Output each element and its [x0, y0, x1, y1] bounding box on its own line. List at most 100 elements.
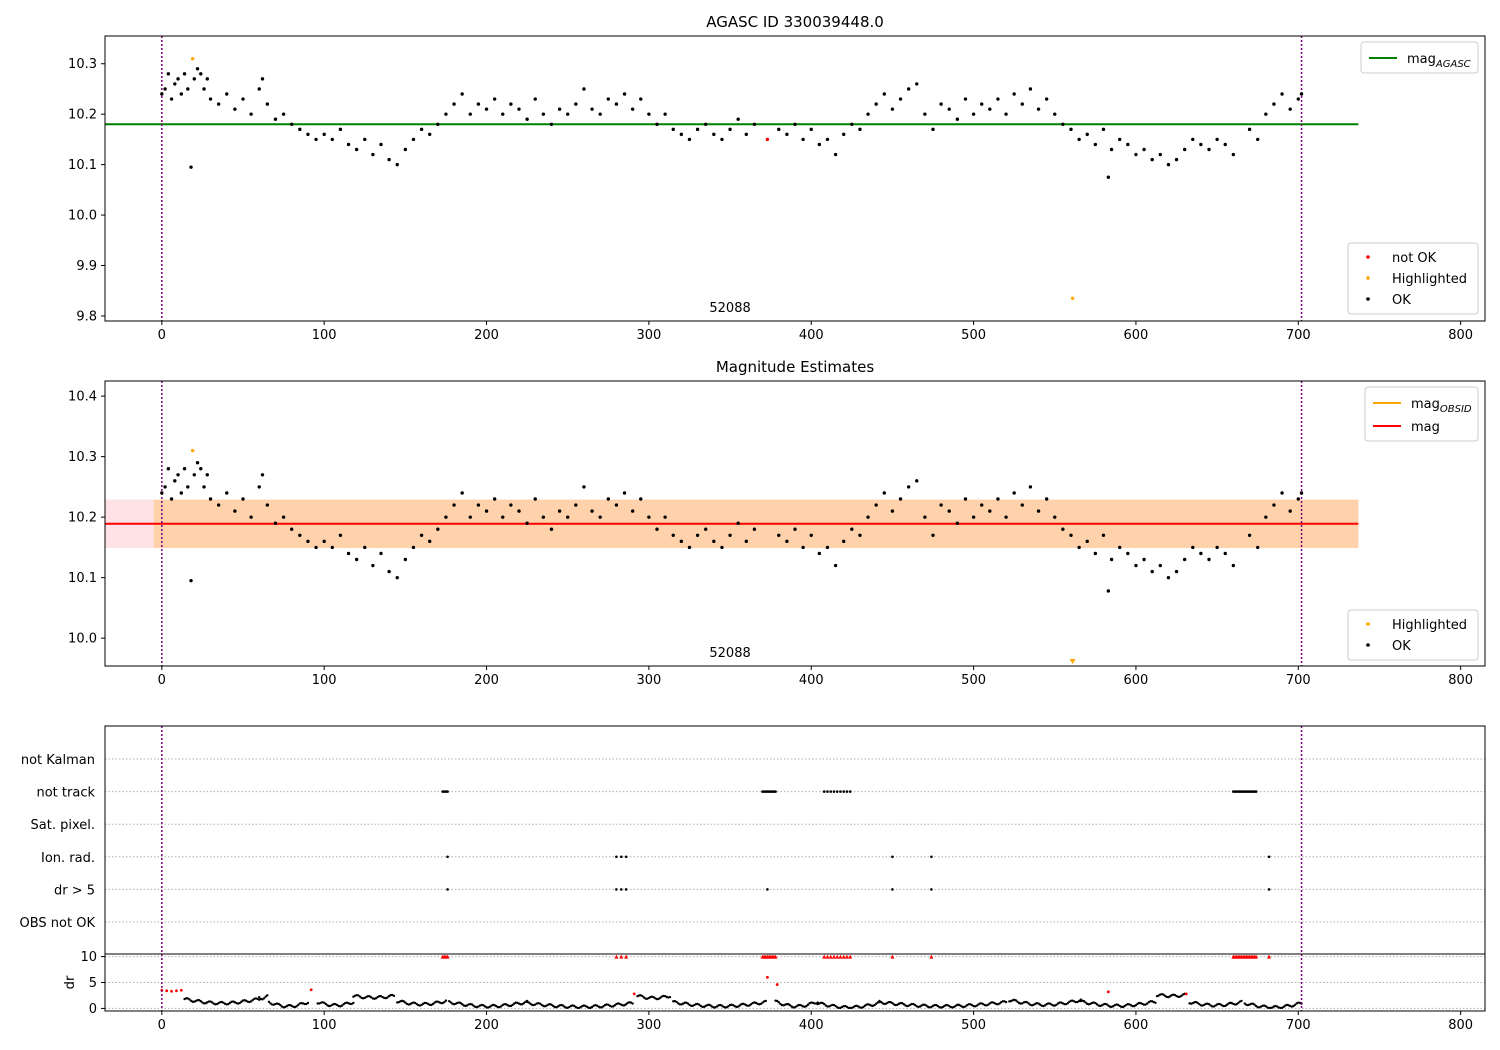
data-point-ok [639, 497, 643, 501]
dr-point [764, 999, 767, 1003]
data-point-ok [1223, 551, 1227, 556]
data-point-ok [923, 515, 927, 519]
flag-point [766, 888, 769, 891]
data-point-ok [1166, 575, 1171, 580]
dr-point [987, 1003, 990, 1006]
data-point-ok [241, 97, 245, 101]
data-point-ok [541, 515, 546, 519]
data-point-ok [655, 527, 659, 531]
data-point-ok [395, 575, 399, 580]
observation-id-label: 52088 [709, 646, 750, 661]
dr-point [975, 1004, 979, 1007]
dr-point [443, 1000, 446, 1004]
dr-point [1084, 1001, 1087, 1004]
data-point-ok [850, 527, 854, 531]
dr-point-not-ok [766, 975, 769, 979]
dr-point [675, 1000, 678, 1004]
data-point-ok [290, 122, 294, 126]
flag-point [446, 855, 449, 859]
data-point-ok [850, 122, 854, 126]
dr-capped-marker [624, 954, 629, 959]
data-point-ok [371, 563, 375, 568]
dr-point [527, 1001, 530, 1004]
data-point-ok [947, 509, 951, 513]
dr-capped-marker [848, 954, 853, 959]
data-point-highlighted [1070, 296, 1075, 301]
data-point-ok [346, 551, 351, 556]
data-point-ok [1191, 545, 1195, 550]
x-tick-label: 400 [799, 1018, 824, 1033]
data-point-ok [1134, 563, 1138, 568]
data-point-ok [1264, 112, 1268, 116]
data-point-ok [233, 107, 237, 111]
data-point-ok [971, 112, 976, 116]
data-point-ok [1106, 175, 1111, 179]
data-point-ok [801, 545, 805, 550]
data-point-ok [1142, 557, 1146, 562]
data-point-ok [622, 92, 627, 96]
data-point-ok [549, 122, 554, 126]
data-point-ok [1215, 137, 1219, 142]
x-tick-label: 800 [1448, 328, 1473, 343]
y-tick-label: 9.8 [76, 309, 97, 324]
x-tick-label: 600 [1124, 673, 1149, 688]
legend-marker [1366, 276, 1370, 280]
data-point-not-ok [765, 137, 770, 142]
data-point-ok [980, 102, 984, 106]
data-point-ok [501, 112, 505, 116]
data-point-ok [419, 533, 424, 537]
data-point-ok [890, 107, 895, 111]
dr-point-not-ok [1184, 992, 1188, 996]
dr-capped-marker [619, 954, 624, 959]
data-point-ok [189, 578, 193, 583]
dr-point [199, 1000, 202, 1003]
dr-point [823, 1002, 826, 1006]
flag-point [624, 855, 628, 859]
dr-point [306, 1001, 310, 1005]
y-tick-label: 10.3 [68, 57, 97, 72]
data-point-ok [525, 117, 529, 121]
data-point-ok [1158, 563, 1162, 568]
data-point-ok [1028, 87, 1033, 91]
data-point-ok [1036, 509, 1041, 513]
data-point-ok [1028, 485, 1033, 489]
data-point-ok [403, 557, 408, 562]
data-point-ok [468, 515, 472, 519]
data-point-ok [509, 102, 513, 106]
data-point-ok [338, 127, 343, 132]
data-point-ok [517, 509, 521, 513]
axes-frame [104, 35, 1486, 322]
data-point-ok [182, 467, 187, 471]
data-point-ok [906, 485, 911, 489]
x-tick-label: 700 [1286, 328, 1311, 343]
data-point-ok [468, 112, 472, 116]
data-point-ok [525, 521, 529, 525]
data-point-ok [858, 127, 862, 132]
data-point-ok [988, 509, 992, 513]
dr-point [879, 1000, 883, 1004]
data-point-ok [1012, 491, 1016, 495]
flag-point [822, 790, 826, 793]
data-point-ok [744, 539, 748, 544]
flag-point [619, 855, 623, 859]
data-point-ok [915, 479, 919, 483]
dr-point [668, 995, 672, 999]
dr-capped-marker [773, 954, 778, 959]
data-point-ok [166, 467, 171, 471]
flag-point [891, 855, 894, 859]
data-point-ok [460, 92, 464, 96]
dr-point [1066, 1002, 1069, 1005]
data-point-ok [882, 92, 886, 96]
data-point-ok [330, 545, 334, 550]
x-tick-label: 300 [636, 673, 661, 688]
data-point-ok [557, 107, 562, 111]
data-point-ok [517, 107, 521, 111]
data-point-ok [606, 497, 610, 501]
data-point-ok [189, 165, 193, 169]
y-tick-label: 10.1 [68, 158, 97, 173]
dr-point [1282, 1005, 1285, 1009]
data-point-ok [906, 87, 911, 91]
data-point-ok [346, 142, 351, 147]
data-point-ok [971, 515, 976, 519]
data-point-ok [419, 127, 424, 132]
